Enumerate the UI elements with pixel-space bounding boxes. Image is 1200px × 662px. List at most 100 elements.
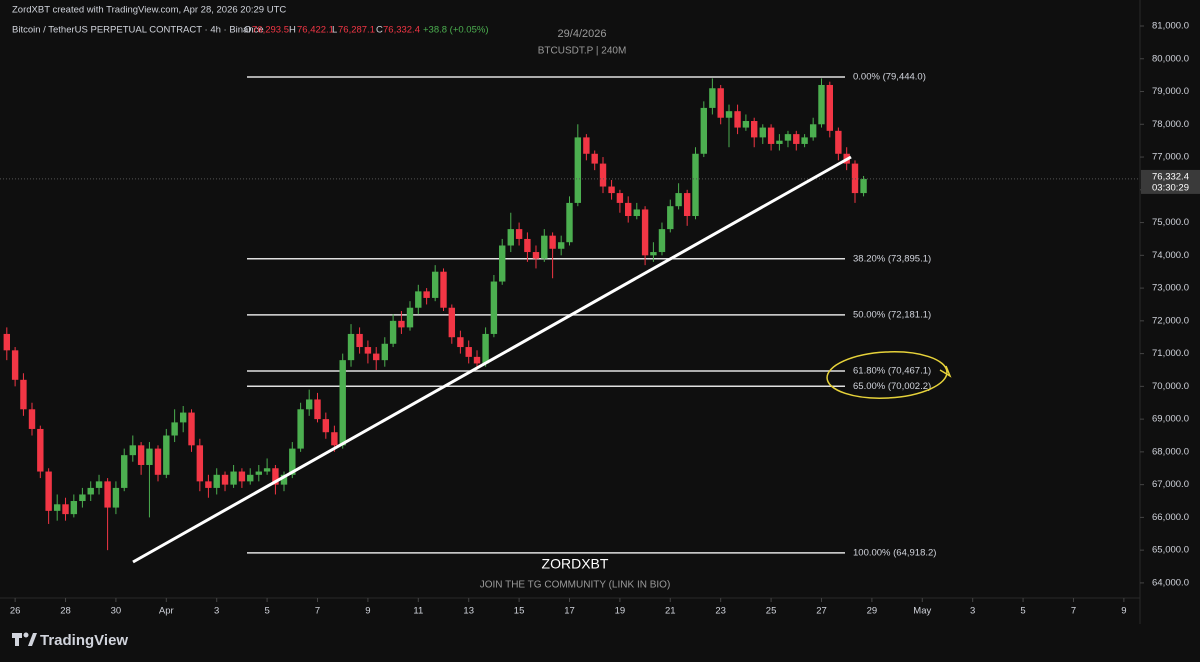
candle-body (179, 412, 187, 423)
footer-bg (0, 624, 1200, 662)
candle-body (793, 134, 800, 144)
candle-body (213, 474, 220, 488)
candle-body (650, 252, 657, 256)
y-tick-label: 69,000.0 (1152, 414, 1189, 425)
candle-body (532, 252, 540, 259)
candle-body (171, 422, 178, 436)
candle-body (473, 356, 481, 364)
candle-body (557, 242, 565, 249)
candle-body (255, 471, 262, 475)
ohlc-label: H (289, 25, 296, 36)
candle-body (381, 343, 388, 361)
symbol: Bitcoin / TetherUS PERPETUAL CONTRACT · … (12, 25, 264, 36)
candle-body (625, 202, 632, 217)
ohlc-value: 76,293.5 (252, 25, 289, 36)
candle-body (440, 271, 447, 308)
candle-body (742, 121, 750, 128)
fib-label: 0.00% (79,444.0) (853, 71, 926, 82)
fib-label: 50.00% (72,181.1) (853, 309, 931, 320)
candle-body (507, 229, 514, 246)
x-tick-label: 23 (715, 606, 726, 617)
candle-body (700, 107, 708, 154)
logo (12, 632, 37, 646)
candle-body (205, 481, 212, 488)
candle-body (322, 419, 330, 433)
x-tick-label: May (913, 606, 931, 617)
candle-body (717, 88, 724, 118)
ohlc-label: C (376, 25, 383, 36)
x-tick-label: 9 (1121, 606, 1126, 617)
x-tick-label: 15 (514, 606, 525, 617)
candle-body (566, 202, 573, 243)
candle-body (364, 347, 372, 354)
candle-body (692, 153, 699, 217)
y-tick-label: 65,000.0 (1152, 545, 1189, 556)
candle-body (801, 137, 808, 144)
candle-body (347, 333, 355, 361)
candle-body (667, 206, 674, 230)
y-tick-label: 68,000.0 (1152, 446, 1189, 457)
candle-body (87, 487, 94, 495)
candle-body (3, 333, 11, 351)
candle-body (104, 481, 111, 508)
candle-body (28, 409, 36, 429)
candle-body (482, 333, 489, 364)
y-tick-label: 78,000.0 (1152, 119, 1189, 130)
candle-body (389, 320, 397, 344)
candle-body (95, 481, 103, 488)
candle-body (263, 468, 271, 472)
candle-body (818, 84, 825, 125)
fib-label: 100.00% (64,918.2) (853, 547, 936, 558)
candle-body (591, 153, 598, 164)
candle-body (221, 474, 229, 485)
candle-body (163, 435, 170, 475)
y-tick-label: 70,000.0 (1152, 381, 1189, 392)
x-tick-label: 28 (60, 606, 71, 617)
candle-body (633, 209, 640, 217)
candle-body (297, 409, 304, 449)
highlight-arrow (939, 365, 952, 378)
x-tick-label: 3 (970, 606, 975, 617)
logo-mark (12, 633, 22, 638)
candle-body (541, 235, 548, 259)
candle-body (583, 137, 590, 154)
x-tick-label: 5 (1020, 606, 1025, 617)
logo-mark (28, 633, 37, 646)
plot: 0.00% (79,444.0) 38.20% (73,895.1) 50.00% … (0, 71, 1140, 558)
x-tick-label: 7 (315, 606, 320, 617)
candle-body (860, 178, 867, 194)
candle-body (398, 320, 405, 328)
candle-body (431, 271, 439, 298)
highlight-ellipse (826, 351, 948, 399)
candle-body (751, 121, 758, 138)
x-tick-label: 3 (214, 606, 219, 617)
candle-body (112, 487, 120, 508)
candle-body (121, 455, 128, 488)
last-price-label: 76,332.4 (1152, 171, 1189, 182)
candle-body (759, 127, 766, 138)
ohlc-value: 76,287.1 (338, 25, 375, 36)
change: +38.8 (+0.05%) (423, 25, 489, 36)
y-tick-label: 77,000.0 (1152, 152, 1189, 163)
candle-body (62, 504, 69, 515)
candle-body (188, 412, 195, 446)
y-tick-label: 75,000.0 (1152, 217, 1189, 228)
x-tick-label: 9 (365, 606, 370, 617)
y-tick-label: 67,000.0 (1152, 479, 1189, 490)
x-tick-label: 29 (867, 606, 878, 617)
y-tick-label: 71,000.0 (1152, 348, 1189, 359)
candle-body (70, 501, 78, 515)
candle-body (20, 379, 27, 410)
fib-label: 61.80% (70,467.1) (853, 366, 931, 377)
candle-body (709, 88, 716, 108)
candle-body (465, 347, 472, 357)
ohlc-value: 76,332.4 (383, 25, 420, 36)
watermark: ZORDXBT (542, 556, 609, 572)
ohlc-label: O (244, 25, 251, 36)
credit: ZordXBT created with TradingView.com, Ap… (12, 5, 286, 16)
date: 29/4/2026 (558, 28, 607, 40)
candle-body (339, 360, 346, 446)
candle-body (129, 445, 136, 456)
candle-body (79, 494, 86, 502)
candle-body (658, 229, 666, 253)
